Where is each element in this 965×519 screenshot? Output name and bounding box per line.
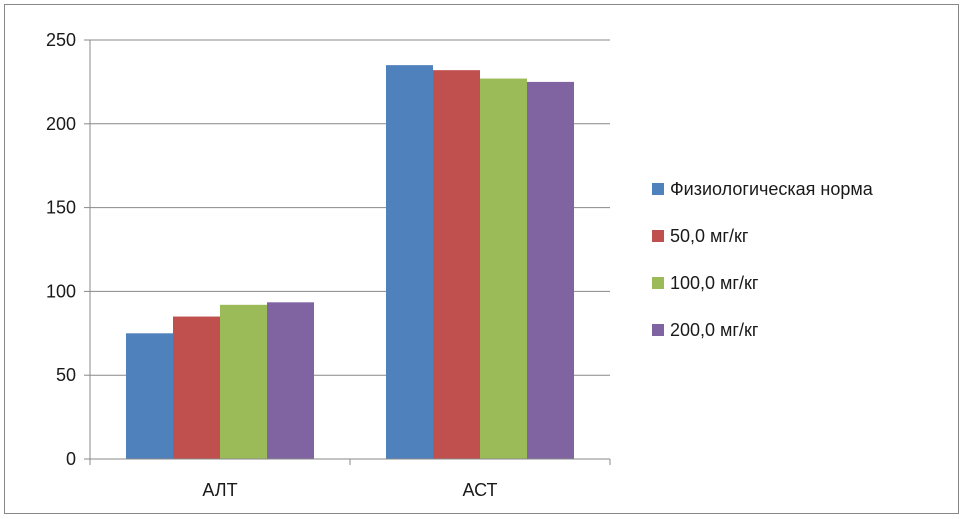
y-tick-label: 0 (66, 449, 76, 469)
legend-entry: Физиологическая норма (670, 179, 874, 199)
axes (84, 39, 611, 465)
legend-swatch (652, 324, 664, 336)
legend-entry: 100,0 мг/кг (670, 273, 759, 293)
x-tick-label: АЛТ (202, 480, 237, 500)
legend-swatch (652, 183, 664, 195)
bar (433, 70, 480, 459)
bar (173, 316, 220, 459)
bar (220, 304, 267, 459)
bars (126, 65, 574, 460)
y-tick-label: 150 (46, 198, 76, 218)
legend-entry: 200,0 мг/кг (670, 320, 759, 340)
y-tick-label: 50 (56, 365, 76, 385)
bar (267, 302, 314, 459)
x-tick-labels: АЛТ АСТ (202, 480, 497, 500)
legend-swatch (652, 277, 664, 289)
legend-entry: 50,0 мг/кг (670, 226, 749, 246)
bar (126, 333, 173, 459)
x-tick-label: АСТ (462, 480, 497, 500)
legend: Физиологическая норма 50,0 мг/кг 100,0 мг/… (652, 179, 874, 340)
y-tick-label: 100 (46, 281, 76, 301)
y-tick-label: 200 (46, 114, 76, 134)
y-tick-labels: 0 50 100 150 200 250 (46, 30, 76, 469)
bar (527, 81, 574, 460)
legend-swatch (652, 230, 664, 242)
bar (480, 78, 527, 459)
y-tick-label: 250 (46, 30, 76, 50)
bar (386, 65, 433, 459)
